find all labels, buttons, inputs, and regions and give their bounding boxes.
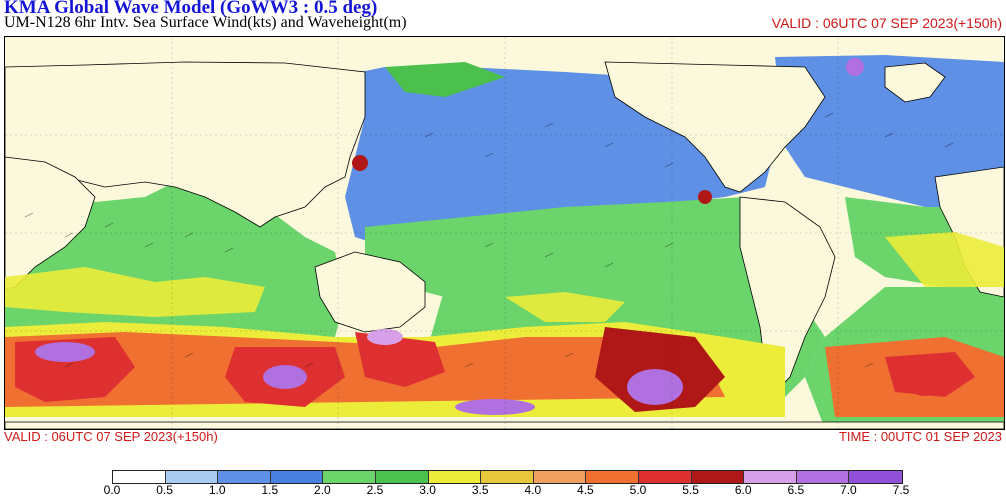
colorbar-segment	[796, 471, 850, 483]
mid-latitude-waves	[5, 232, 1004, 322]
colorbar-segment	[586, 471, 639, 483]
wave-height-colorbar	[112, 470, 903, 484]
colorbar-tick-label: 5.5	[682, 483, 699, 497]
colorbar-tick-label: 7.5	[892, 483, 910, 497]
southern-ocean-waves	[5, 58, 1004, 417]
colorbar-segment	[691, 471, 745, 483]
colorbar-tick-label: 1.0	[208, 483, 226, 497]
map-canvas	[5, 37, 1004, 429]
colorbar-tick-label: 1.5	[261, 483, 279, 497]
wind-barbs	[24, 112, 954, 368]
colorbar-segment	[375, 471, 429, 483]
colorbar-tick-label: 0.5	[156, 483, 173, 497]
colorbar-segment	[744, 471, 797, 483]
colorbar-segment	[533, 471, 587, 483]
lat-lon-grid	[5, 37, 1004, 429]
colorbar-ticks: 0.0 0.5 1.0 1.5 2.0 2.5 3.0 3.5 4.0 4.5 5.0 5.5 6.0 6…	[104, 483, 910, 497]
colorbar-tick-label: 6.0	[734, 483, 752, 497]
app-title: KMA Global Wave Model (GoWW3 : 0.5 deg)	[4, 0, 378, 18]
colorbar-segment	[481, 471, 534, 483]
colorbar-tick-label: 0.0	[103, 483, 121, 497]
colorbar-segment	[270, 471, 324, 483]
chart-subtitle: UM-N128 6hr Intv. Sea Surface Wind(kts) …	[4, 14, 407, 31]
colorbar-segment	[323, 471, 376, 483]
valid-time-top: VALID : 06UTC 07 SEP 2023(+150h)	[771, 15, 1002, 31]
colorbar-segment	[428, 471, 482, 483]
wave-height-map	[4, 36, 1005, 430]
colorbar-tick-label: 2.5	[366, 483, 384, 497]
init-time: TIME : 00UTC 01 SEP 2023	[838, 429, 1002, 444]
colorbar-tick-label: 6.5	[787, 483, 805, 497]
colorbar-segment	[849, 471, 902, 483]
colorbar-tick-label: 4.5	[577, 483, 594, 497]
valid-time-bottom: VALID : 06UTC 07 SEP 2023(+150h)	[4, 429, 218, 444]
colorbar-segment	[113, 471, 166, 483]
colorbar-segment	[218, 471, 271, 483]
colorbar-tick-label: 5.0	[629, 483, 647, 497]
colorbar-segment	[165, 471, 219, 483]
colorbar-segment	[638, 471, 692, 483]
land-masses	[5, 61, 1004, 429]
colorbar-tick-label: 3.0	[419, 483, 436, 497]
colorbar-tick-label: 7.0	[840, 483, 857, 497]
colorbar-tick-label: 4.0	[524, 483, 542, 497]
colorbar-tick-label: 3.5	[471, 483, 489, 497]
colorbar-tick-label: 2.0	[314, 483, 331, 497]
